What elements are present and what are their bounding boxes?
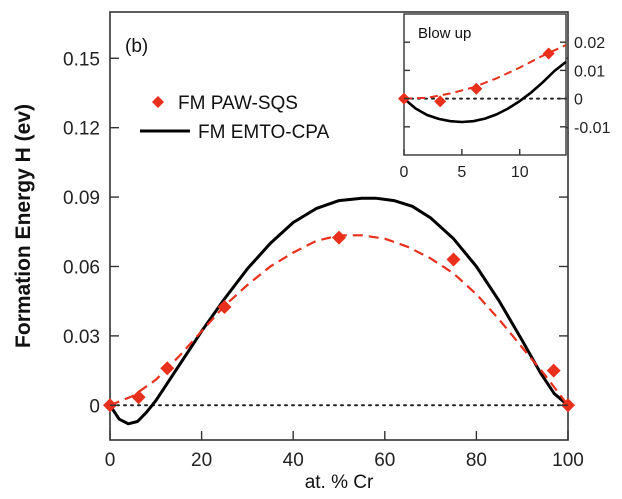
main-data-point-fm-paw-sqs: [332, 230, 346, 245]
main-plot-frame: [109, 11, 569, 441]
main-x-tick-label: 20: [191, 450, 212, 471]
main-x-tick-label: 60: [374, 450, 395, 471]
main-data-point-fm-paw-sqs: [546, 363, 561, 378]
main-data-point-fm-paw-sqs: [217, 299, 232, 314]
legend-label-paw-sqs: FM PAW-SQS: [178, 93, 298, 114]
main-y-tick-label: 0: [89, 396, 100, 417]
main-x-tick-label: 0: [105, 450, 116, 471]
panel-label: (b): [125, 36, 148, 57]
inset-y-tick-label: 0.01: [574, 63, 605, 80]
main-x-tick-label: 100: [552, 450, 584, 471]
main-data-point-fm-paw-sqs: [446, 252, 461, 267]
main-data-point-fm-paw-sqs: [131, 390, 146, 405]
inset-data-point-fm-paw-sqs: [434, 95, 447, 108]
inset-title: Blow up: [418, 25, 471, 42]
inset-x-tick-label: 10: [511, 164, 529, 181]
inset-data-point-fm-paw-sqs: [542, 47, 555, 60]
main-x-tick-label: 80: [466, 450, 487, 471]
main-y-tick-label: 0.12: [63, 119, 100, 140]
main-y-tick-label: 0.06: [63, 257, 100, 278]
inset-x-tick-label: 0: [400, 164, 409, 181]
main-data-point-fm-paw-sqs: [160, 361, 175, 376]
inset-series-line-fm-paw-sqs-fit: [403, 44, 567, 100]
legend-label-emto-cpa: FM EMTO-CPA: [198, 122, 330, 143]
inset-data-point-fm-paw-sqs: [470, 82, 483, 95]
main-series-line-fm-paw-sqs-fit: [109, 234, 569, 407]
main-y-tick-label: 0.03: [63, 327, 100, 348]
main-y-tick-label: 0.09: [63, 188, 100, 209]
inset-x-tick-label: 5: [457, 164, 466, 181]
inset-y-tick-label: 0.02: [574, 35, 605, 52]
x-axis-label: at. % Cr: [305, 472, 374, 493]
legend-marker-paw-sqs: [152, 96, 164, 108]
inset-series-line-fm-emto-cpa: [403, 60, 567, 124]
legend: FM PAW-SQS FM EMTO-CPA: [140, 93, 330, 143]
inset-y-tick-label: 0: [574, 92, 583, 109]
main-y-tick-label: 0.15: [63, 49, 100, 70]
main-series-line-fm-emto-cpa: [108, 196, 569, 426]
y-axis-label: Formation Energy H (ev): [12, 104, 35, 348]
main-x-tick-label: 40: [283, 450, 304, 471]
inset-y-tick-label: -0.01: [574, 120, 611, 137]
